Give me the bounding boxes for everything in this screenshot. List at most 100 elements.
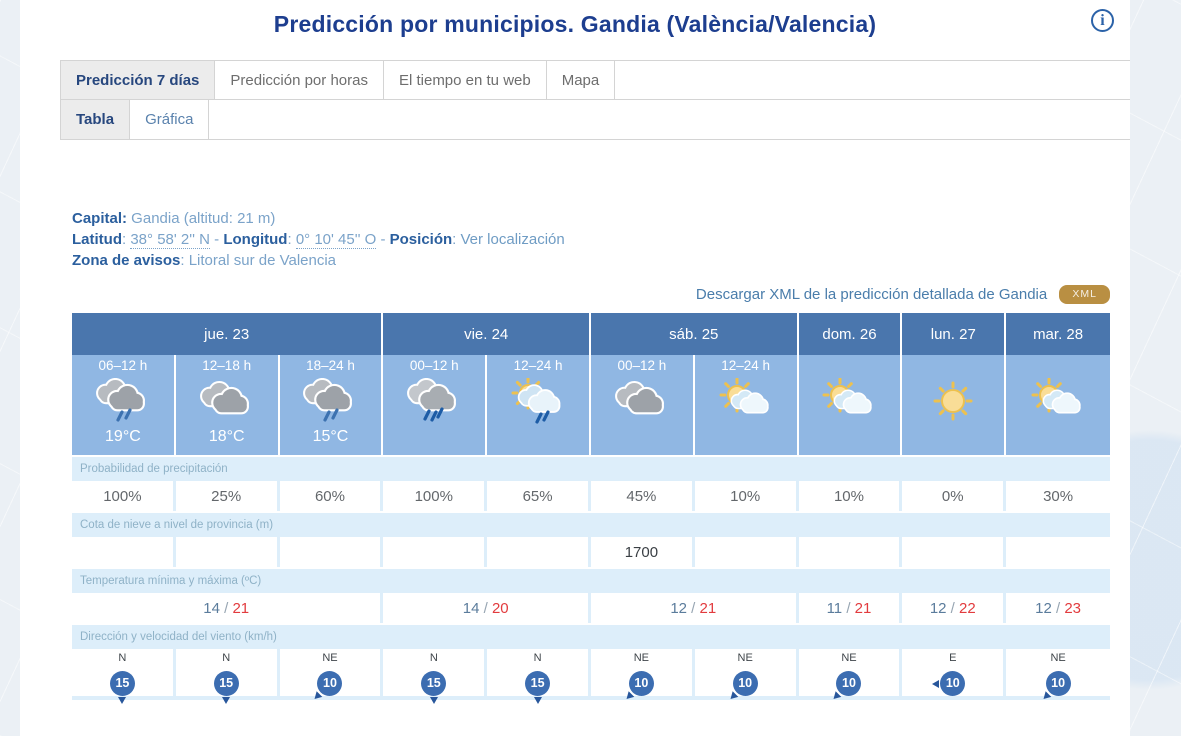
tab-prediccion-7-dias[interactable]: Predicción 7 días (60, 61, 216, 99)
rain-icon (383, 377, 485, 428)
tab-el-tiempo-en-tu-web[interactable]: El tiempo en tu web (383, 61, 547, 99)
cloud-icon (176, 378, 278, 428)
cloud-rain-icon (280, 377, 382, 428)
tab-mapa[interactable]: Mapa (546, 61, 616, 99)
sun-cloud-icon (799, 377, 901, 428)
temp-min-max: 12 / 22 (902, 593, 1007, 623)
snow-value (72, 537, 176, 567)
wind-direction-arrow (429, 697, 438, 704)
wind-speed-badge: 15 (109, 671, 135, 704)
forecast-cell (1006, 355, 1110, 455)
temp-min-max: 12 / 23 (1006, 593, 1110, 623)
coordinates-line: Latitud: 38° 58' 2'' N - Longitud: 0° 10… (72, 231, 565, 249)
ver-localizacion-link[interactable]: Ver localización (460, 231, 565, 248)
wind-cell: NE 10 (798, 649, 903, 702)
wind-direction-arrow (831, 691, 842, 702)
forecast-table: jue. 23 vie. 24 sáb. 25 dom. 26 lun. 27 … (72, 313, 1110, 704)
row-label-temperature: Temperatura mínima y máxima (ºC) (72, 569, 1110, 593)
wind-cell: NE 10 (694, 649, 799, 702)
precip-value: 10% (694, 481, 799, 511)
wind-cell: N 15 (487, 649, 591, 704)
info-icon[interactable]: i (1091, 9, 1114, 32)
snow-value (487, 537, 591, 567)
warning-zone-line: Zona de avisos: Litoral sur de Valencia (72, 252, 337, 269)
precip-value: 65% (487, 481, 591, 511)
wind-speed-badge: 10 (1040, 671, 1071, 702)
wind-cell: NE 10 (1006, 649, 1110, 702)
next-row-label-edge (72, 696, 1110, 700)
temp-min-max: 11 / 21 (798, 593, 903, 623)
wind-values-row: N 15 N 15 NE 10 N 15 N 15 NE 10 NE 10 NE 10 E 10 … (72, 649, 1110, 704)
longitude-value: 0° 10' 45'' O (295, 231, 377, 249)
page-title: Predicción por municipios. Gandia (Valèn… (273, 11, 877, 37)
wind-speed-badge: 15 (213, 671, 239, 704)
forecast-cell: 00–12 h (590, 355, 695, 455)
cloud-rain-icon (72, 377, 174, 428)
secondary-tabbar: Tabla Gráfica (60, 100, 1130, 140)
temp-min-max: 14 / 21 (72, 593, 384, 623)
snow-value (902, 537, 1007, 567)
wind-speed-badge: 15 (421, 671, 447, 704)
sun-cloud-icon (695, 377, 797, 428)
xml-download-row: Descargar XML de la predicción detallada… (72, 285, 1110, 304)
cloud-icon (591, 378, 693, 428)
temp-min-max: 14 / 20 (383, 593, 591, 623)
forecast-cell: 06–12 h 19°C (72, 355, 176, 455)
wind-cell: E 10 (902, 649, 1007, 696)
xml-download-link[interactable]: Descargar XML de la predicción detallada… (695, 286, 1048, 303)
location-info: Capital: Gandia (altitud: 21 m) Latitud:… (72, 208, 1130, 271)
temp-min-max: 12 / 21 (590, 593, 799, 623)
wind-speed-badge: 15 (525, 671, 551, 704)
precip-value: 60% (279, 481, 384, 511)
tab-bars: Predicción 7 días Predicción por horas E… (60, 60, 1130, 140)
forecast-cell: 12–24 h (694, 355, 799, 455)
snow-value (279, 537, 384, 567)
sun-icon (902, 378, 1004, 428)
snow-value (1006, 537, 1110, 567)
day-header-row: jue. 23 vie. 24 sáb. 25 dom. 26 lun. 27 … (72, 313, 1110, 355)
tab-prediccion-por-horas[interactable]: Predicción por horas (215, 61, 384, 99)
forecast-cell (902, 355, 1007, 455)
snow-value (798, 537, 903, 567)
precip-value: 0% (902, 481, 1007, 511)
content-card: Predicción por municipios. Gandia (Valèn… (20, 0, 1130, 736)
wind-speed-badge: 10 (727, 671, 758, 702)
forecast-cell (798, 355, 903, 455)
day-header: mar. 28 (1006, 313, 1110, 355)
wind-cell: NE 10 (590, 649, 695, 702)
wind-direction-arrow (312, 691, 323, 702)
sun-cloud-rain-icon (487, 376, 589, 428)
precip-value: 10% (798, 481, 903, 511)
wind-cell: N 15 (72, 649, 176, 704)
wind-direction-arrow (533, 697, 542, 704)
row-label-wind: Dirección y velocidad del viento (km/h) (72, 625, 1110, 649)
forecast-cell: 12–18 h 18°C (175, 355, 280, 455)
xml-badge-button[interactable]: XML (1059, 285, 1110, 304)
row-label-precipitation: Probabilidad de precipitación (72, 457, 1110, 481)
capital-line: Capital: Gandia (altitud: 21 m) (72, 210, 276, 227)
latitude-value: 38° 58' 2'' N (130, 231, 210, 249)
forecast-cell: 18–24 h 15°C (279, 355, 384, 455)
precipitation-values-row: 100% 25% 60% 100% 65% 45% 10% 10% 0% 30% (72, 481, 1110, 511)
row-label-snow-level: Cota de nieve a nivel de provincia (m) (72, 513, 1110, 537)
primary-tabbar: Predicción 7 días Predicción por horas E… (60, 60, 1130, 100)
precip-value: 30% (1006, 481, 1110, 511)
wind-speed-badge: 10 (623, 671, 654, 702)
tab-tabla[interactable]: Tabla (60, 100, 131, 139)
snow-value (694, 537, 799, 567)
wind-direction-arrow (932, 679, 940, 688)
wind-direction-arrow (118, 697, 127, 704)
sun-cloud-icon (1006, 377, 1110, 428)
day-header: vie. 24 (383, 313, 591, 355)
wind-speed-badge: 10 (312, 671, 343, 702)
snow-value (175, 537, 280, 567)
precip-value: 25% (175, 481, 280, 511)
capital-label: Capital: (72, 210, 128, 227)
tab-grafica[interactable]: Gráfica (130, 100, 210, 139)
forecast-cell: 00–12 h (383, 355, 488, 455)
snow-value: 1700 (590, 537, 695, 567)
snow-value (383, 537, 488, 567)
sky-condition-row: 06–12 h 19°C 12–18 h 18°C 18–24 h 15°C 00–1… (72, 355, 1110, 455)
wind-cell: N 15 (175, 649, 280, 704)
wind-cell: N 15 (383, 649, 488, 704)
